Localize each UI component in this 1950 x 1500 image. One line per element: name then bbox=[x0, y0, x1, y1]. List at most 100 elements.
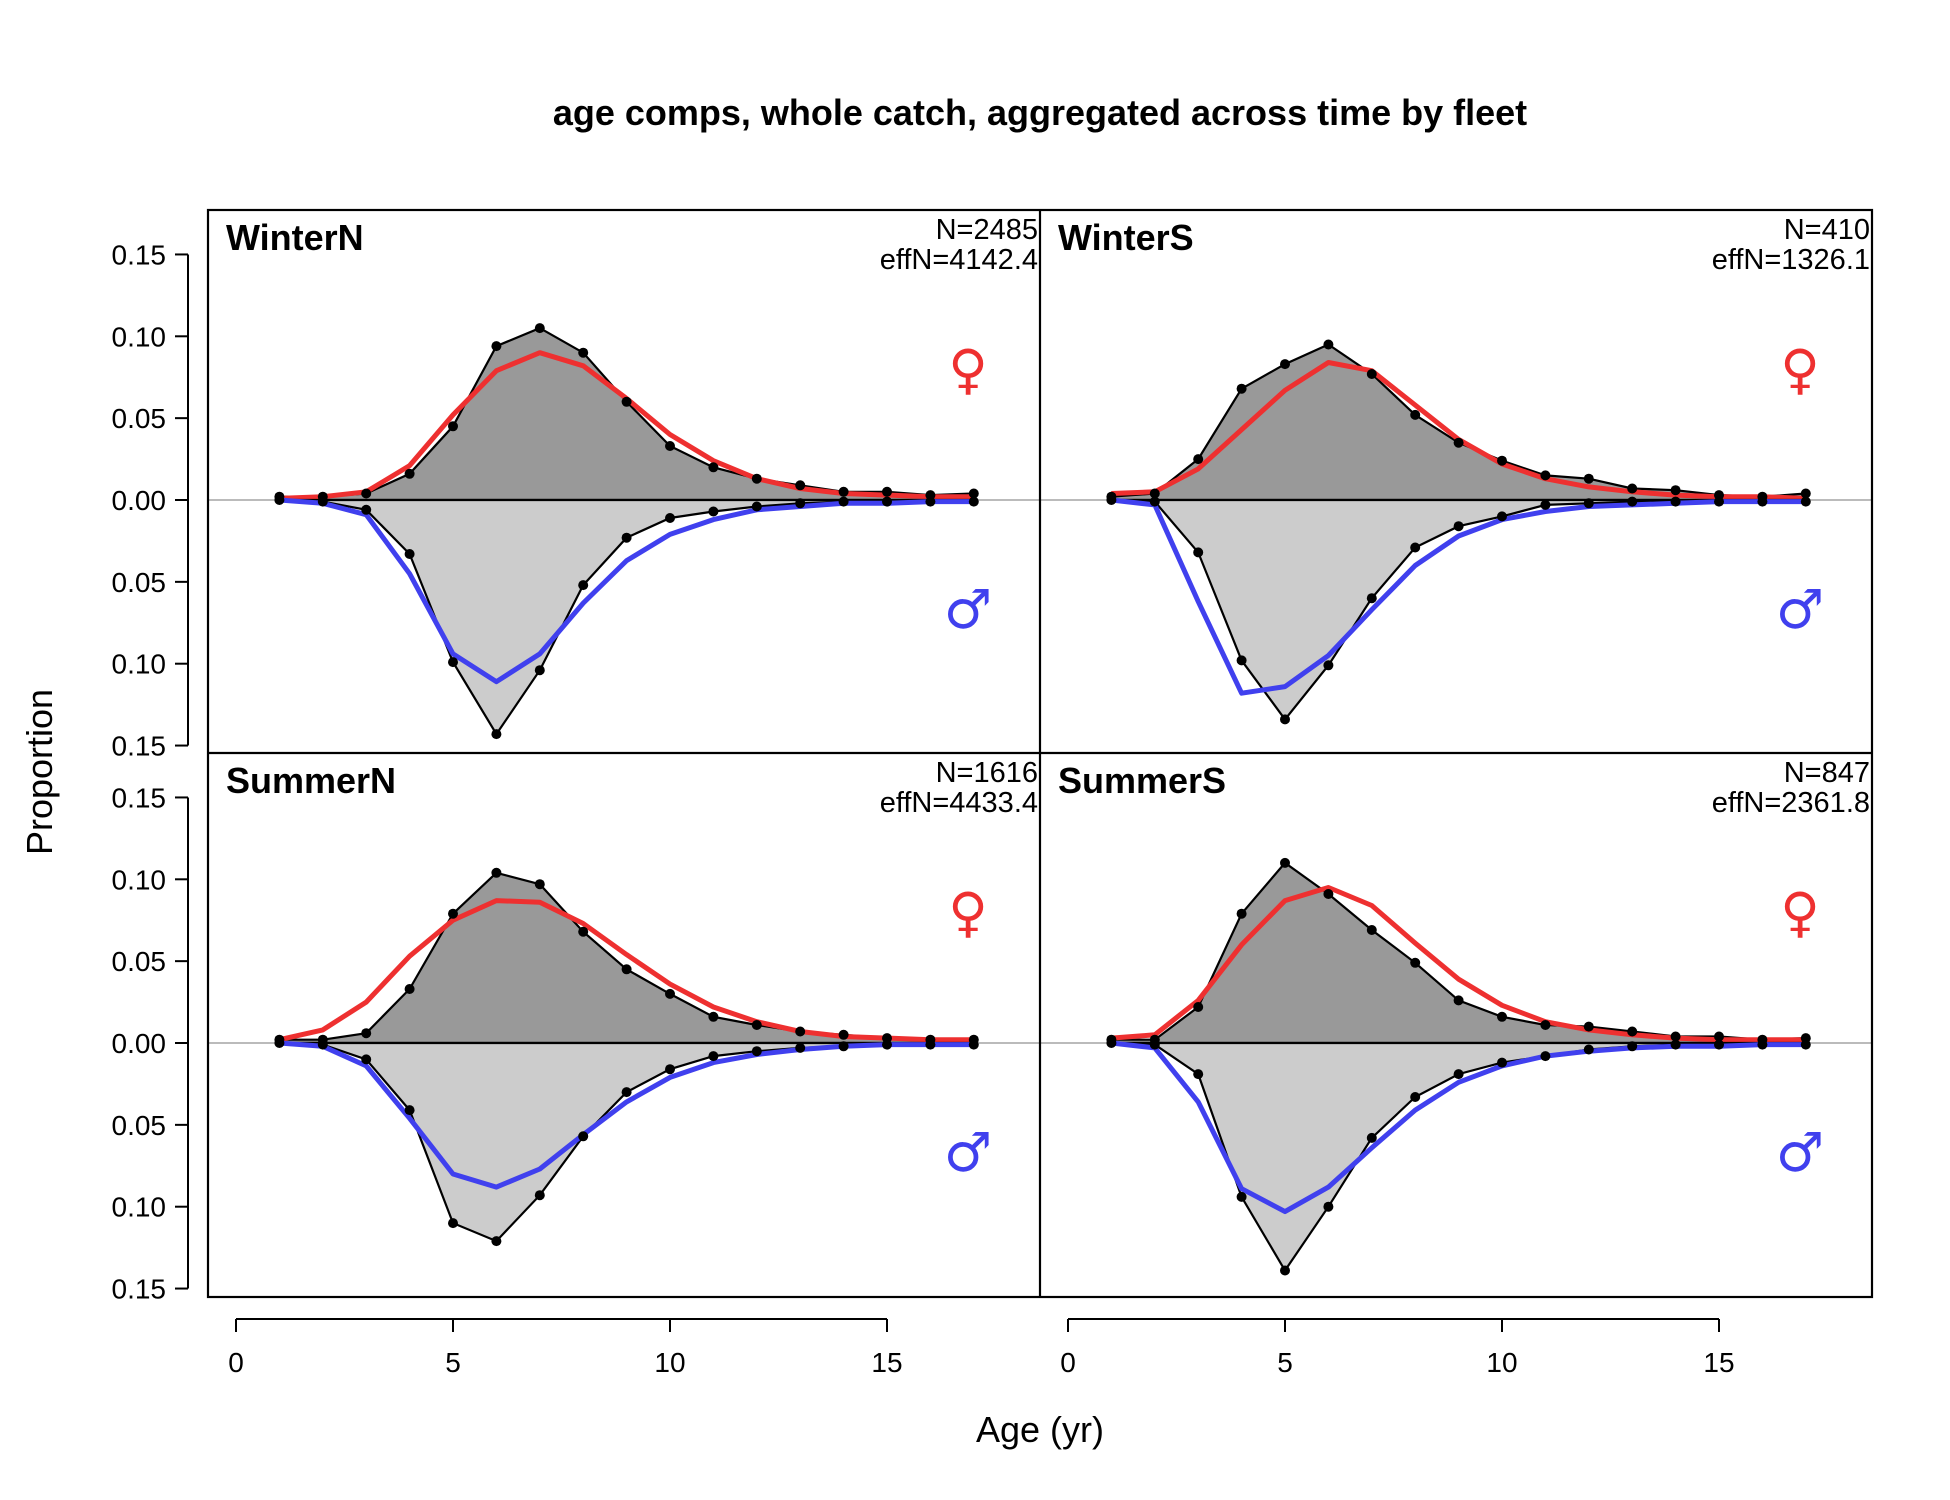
female-observed-area bbox=[1111, 862, 1806, 1043]
female-observed-point bbox=[404, 984, 415, 994]
y-tick-label: 0.10 bbox=[112, 321, 167, 352]
female-observed-point bbox=[795, 480, 806, 491]
male-observed-point bbox=[1583, 498, 1594, 509]
male-observed-point bbox=[1583, 1044, 1594, 1055]
male-observed-point bbox=[1193, 1069, 1204, 1080]
male-observed-point bbox=[1800, 1039, 1811, 1050]
male-observed-point bbox=[1323, 660, 1334, 671]
female-observed-point bbox=[1583, 473, 1594, 484]
male-expected-line bbox=[1111, 497, 1806, 696]
female-observed-point bbox=[968, 488, 979, 499]
female-observed-point bbox=[751, 473, 762, 484]
female-observed-point bbox=[1453, 437, 1464, 448]
male-observed-point bbox=[1366, 1132, 1377, 1143]
male-observed-point bbox=[1627, 496, 1638, 507]
axes-layer: 0.15 0.10 0.05 0.00 0.05 0.10 0.15 0.15 0.10 0.05… bbox=[112, 208, 1874, 1378]
y-axis-row-1: 0.15 0.10 0.05 0.00 0.05 0.10 0.15 bbox=[112, 239, 189, 762]
male-observed-point bbox=[1323, 1201, 1334, 1212]
panel-n-label: N=410 bbox=[1784, 214, 1870, 246]
x-tick-label: 15 bbox=[1703, 1347, 1734, 1378]
x-tick-label: 10 bbox=[1486, 1347, 1517, 1378]
y-tick-label: 0.15 bbox=[112, 782, 167, 813]
male-observed-point bbox=[404, 1105, 415, 1116]
female-observed-point bbox=[1193, 454, 1204, 465]
female-expected-line bbox=[278, 898, 974, 1043]
male-observed-point bbox=[1453, 521, 1464, 532]
y-axis-row-2: 0.15 0.10 0.05 0.00 0.05 0.10 0.15 bbox=[112, 782, 189, 1305]
panel-effn-label: effN=1326.1 bbox=[1712, 244, 1870, 276]
x-tick-label: 10 bbox=[654, 1347, 685, 1378]
female-observed-point bbox=[1410, 957, 1421, 968]
male-observed-point bbox=[1280, 1265, 1290, 1276]
female-observed-point bbox=[491, 341, 502, 352]
male-observed-point bbox=[448, 657, 458, 668]
female-observed-point bbox=[1323, 339, 1334, 350]
female-observed-point bbox=[708, 1011, 719, 1022]
male-expected-line bbox=[1111, 1040, 1806, 1215]
chart-title: age comps, whole catch, aggregated acros… bbox=[553, 92, 1527, 133]
male-observed-point bbox=[317, 1039, 328, 1050]
male-observed-point bbox=[708, 506, 719, 517]
female-observed-point bbox=[665, 441, 675, 451]
panel-n-label: N=847 bbox=[1784, 757, 1870, 789]
male-observed-point bbox=[274, 495, 285, 505]
female-observed-point bbox=[882, 486, 892, 497]
male-observed-point bbox=[1800, 496, 1811, 507]
female-observed-point bbox=[1714, 1031, 1724, 1042]
male-observed-point bbox=[448, 1218, 458, 1229]
female-symbol-icon: ♀ bbox=[948, 881, 988, 944]
male-symbol-icon: ♂ bbox=[1776, 578, 1824, 641]
y-tick-label: 0.05 bbox=[112, 403, 167, 434]
male-observed-point bbox=[578, 580, 589, 591]
female-observed-point bbox=[1236, 908, 1247, 919]
male-observed-point bbox=[1280, 714, 1290, 725]
female-observed-point bbox=[361, 1028, 372, 1039]
male-observed-point bbox=[838, 1041, 849, 1052]
x-tick-label: 5 bbox=[1277, 1347, 1293, 1378]
male-observed-point bbox=[751, 1046, 762, 1057]
female-observed-point bbox=[534, 879, 545, 890]
female-observed-point bbox=[1800, 488, 1811, 499]
y-tick-label: 0.15 bbox=[112, 239, 167, 270]
male-observed-point bbox=[361, 1054, 372, 1065]
male-observed-point bbox=[361, 504, 372, 515]
male-observed-point bbox=[1236, 1191, 1247, 1202]
male-observed-point bbox=[1193, 547, 1204, 558]
female-observed-point bbox=[621, 396, 632, 407]
female-symbol-icon: ♀ bbox=[1780, 881, 1820, 944]
female-observed-point bbox=[1323, 889, 1334, 899]
panel-effn-label: effN=2361.8 bbox=[1712, 787, 1870, 819]
female-observed-point bbox=[1670, 485, 1681, 496]
female-observed-point bbox=[1540, 1020, 1551, 1030]
female-symbol-icon: ♀ bbox=[948, 338, 988, 401]
female-expected-line bbox=[1111, 885, 1806, 1043]
y-tick-label: 0.00 bbox=[112, 1028, 167, 1059]
male-observed-point bbox=[1670, 1039, 1681, 1050]
male-expected-line bbox=[279, 1040, 974, 1190]
male-observed-point bbox=[317, 496, 328, 507]
female-observed-point bbox=[578, 347, 589, 358]
male-observed-point bbox=[968, 496, 979, 507]
female-observed-point bbox=[751, 1020, 762, 1030]
female-observed-point bbox=[838, 486, 849, 497]
y-tick-label: 0.05 bbox=[112, 1110, 167, 1141]
male-observed-point bbox=[925, 496, 936, 507]
x-tick-label: 15 bbox=[871, 1347, 902, 1378]
x-axis-label: Age (yr) bbox=[976, 1409, 1104, 1450]
panel-title: SummerS bbox=[1058, 760, 1226, 801]
male-observed-point bbox=[578, 1131, 589, 1142]
female-observed-point bbox=[621, 964, 632, 975]
male-observed-point bbox=[1149, 496, 1160, 507]
male-observed-point bbox=[491, 1236, 502, 1247]
female-observed-point bbox=[1627, 1026, 1638, 1037]
female-observed-point bbox=[1670, 1031, 1681, 1042]
male-observed-point bbox=[795, 1042, 806, 1053]
female-observed-point bbox=[1280, 857, 1290, 868]
female-observed-area bbox=[279, 328, 974, 500]
female-observed-point bbox=[1193, 1002, 1204, 1012]
male-observed-point bbox=[1540, 499, 1551, 510]
female-observed-point bbox=[1149, 488, 1160, 499]
female-observed-point bbox=[708, 462, 719, 473]
